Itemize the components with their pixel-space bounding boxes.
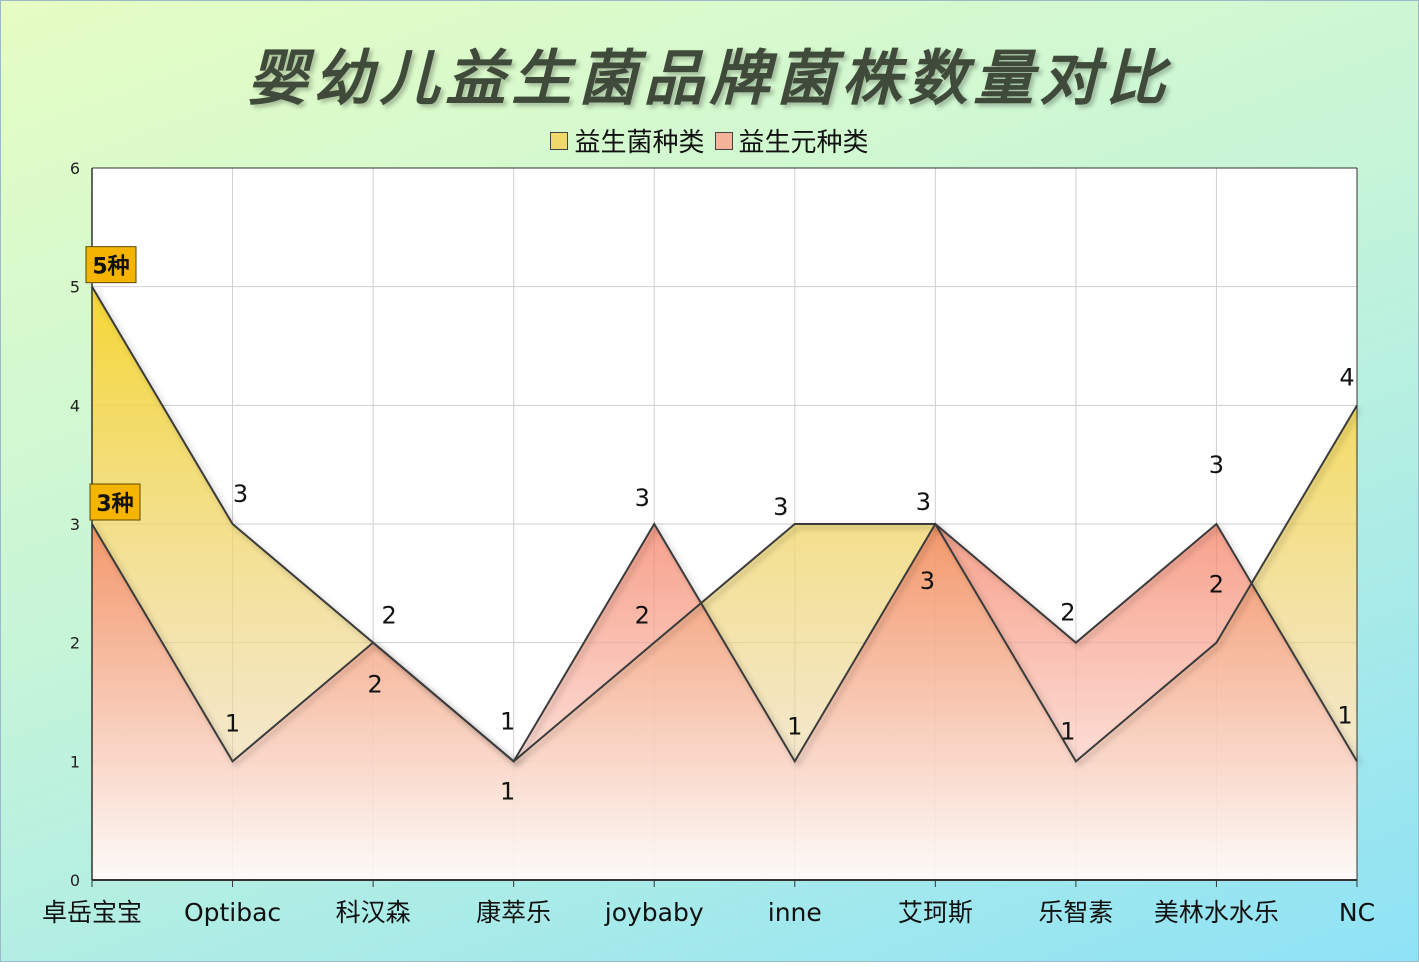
y-tick-label: 5	[70, 278, 80, 297]
y-tick-label: 3	[70, 515, 80, 534]
data-label: 2	[1209, 571, 1224, 599]
x-tick-label: 乐智素	[1038, 898, 1113, 927]
series-area-1	[92, 524, 1357, 880]
x-tick-label: NC	[1339, 898, 1375, 927]
legend-swatch-prebiotics	[714, 131, 733, 150]
data-label: 1	[225, 709, 240, 737]
y-tick-label: 2	[70, 634, 80, 653]
chart-title: 婴幼儿益生菌品牌菌株数量对比	[247, 44, 1172, 114]
legend-label-prebiotics: 益生元种类	[738, 128, 869, 158]
legend-item-probiotics[interactable]: 益生菌种类	[550, 122, 705, 159]
data-label: 2	[635, 602, 650, 630]
data-label: 3	[916, 488, 931, 516]
x-tick-label: 卓岳宝宝	[42, 898, 142, 927]
x-tick-label: 美林水水乐	[1154, 898, 1279, 927]
data-label: 2	[381, 602, 396, 630]
y-tick-label: 6	[70, 159, 80, 178]
legend-label-probiotics: 益生菌种类	[574, 128, 705, 158]
data-label: 3	[635, 484, 650, 512]
data-label: 3	[1209, 451, 1224, 479]
data-label: 3	[773, 493, 788, 521]
x-tick-label: 康萃乐	[476, 898, 551, 927]
data-label: 1	[1337, 701, 1352, 729]
data-label: 1	[500, 777, 515, 805]
data-label: 2	[367, 671, 382, 699]
legend-item-prebiotics[interactable]: 益生元种类	[714, 122, 869, 159]
data-label: 3	[920, 567, 935, 595]
callout-badge	[89, 483, 141, 521]
data-label: 2	[1060, 599, 1075, 627]
data-label: 1	[1060, 717, 1075, 745]
callout-label: 3种	[96, 492, 133, 517]
x-tick-label: joybaby	[604, 898, 704, 927]
legend: 益生菌种类 益生元种类	[0, 122, 1419, 159]
legend-swatch-probiotics	[550, 131, 569, 150]
y-tick-label: 0	[70, 871, 80, 890]
data-label: 3	[233, 480, 248, 508]
data-label: 1	[787, 712, 802, 740]
callout-label: 5种	[92, 255, 129, 280]
series-line-1	[91, 522, 1358, 764]
data-label: 1	[500, 707, 515, 735]
y-tick-label: 4	[70, 396, 80, 415]
x-tick-label: Optibac	[184, 898, 281, 927]
series-line-0	[91, 286, 1358, 763]
x-tick-label: 艾珂斯	[898, 898, 973, 927]
data-label: 4	[1339, 363, 1354, 391]
callout-badge	[85, 246, 137, 284]
x-tick-label: 科汉森	[336, 898, 411, 927]
y-tick-label: 1	[70, 752, 80, 771]
x-tick-label: inne	[768, 898, 822, 927]
